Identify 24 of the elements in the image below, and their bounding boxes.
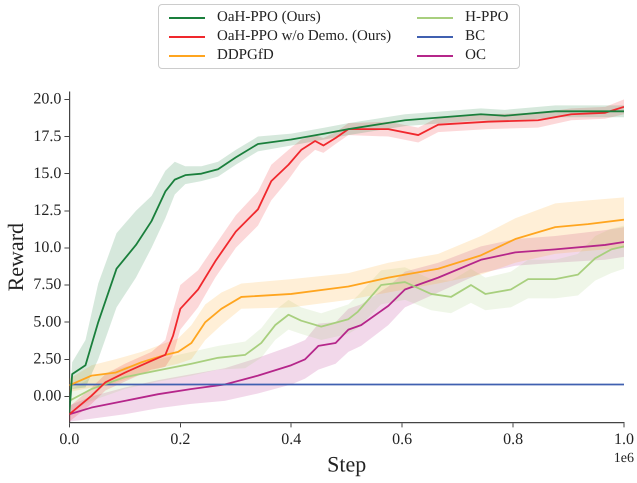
y-tick-label: 12.5: [33, 202, 62, 219]
x-tick-label: 0.6: [392, 431, 412, 448]
x-tick-label: 1.0: [614, 431, 634, 448]
y-tick-label: 2.50: [33, 350, 62, 368]
legend-label: OC: [465, 47, 486, 64]
y-tick-label: 15.0: [33, 164, 62, 182]
legend-label: BC: [465, 28, 486, 45]
legend-label: OaH-PPO w/o Demo. (Ours): [217, 28, 392, 45]
y-tick-label: 0.00: [33, 388, 62, 405]
y-tick-label: 20.0: [33, 90, 62, 108]
legend-label: DDPGfD: [217, 47, 274, 64]
legend-label: H-PPO: [465, 9, 509, 26]
x-tick-label: 0.2: [170, 431, 190, 448]
text: 1e6: [614, 451, 634, 466]
x-axis-title: Step: [327, 452, 366, 477]
y-tick-label: 7.50: [33, 276, 62, 294]
x-tick-label: 0.8: [503, 431, 524, 448]
x-tick-label: 0.4: [281, 431, 302, 448]
y-tick-label: 10.0: [33, 239, 62, 256]
legend-label: OaH-PPO (Ours): [217, 9, 321, 26]
y-tick-label: 5.00: [33, 313, 62, 330]
y-tick-label: 17.5: [33, 128, 62, 145]
y-axis-title: Reward: [2, 222, 28, 292]
x-tick-label: 0.0: [59, 431, 80, 448]
